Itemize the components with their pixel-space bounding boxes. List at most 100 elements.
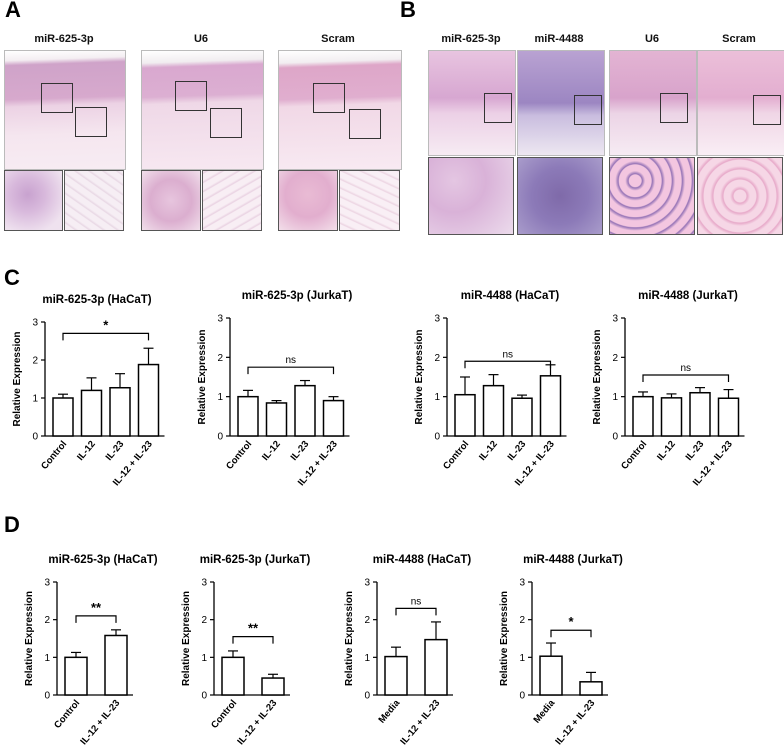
bar	[424, 638, 448, 696]
category-label: IL-23	[104, 439, 127, 463]
significance-bracket	[232, 636, 274, 644]
y-tick-label: 1	[44, 653, 50, 664]
histology-a-zoom-3a	[278, 170, 338, 231]
bar	[482, 384, 505, 437]
bar	[632, 395, 654, 437]
y-tick-label: 3	[217, 314, 223, 325]
category-label: IL-12 + IL-23	[398, 698, 442, 747]
histology-a-image-2	[141, 50, 264, 170]
y-tick-label: 3	[32, 318, 38, 329]
bar	[104, 634, 128, 696]
significance-bracket	[62, 332, 150, 341]
category-label: Media	[532, 697, 558, 725]
significance-label: ns	[680, 363, 691, 374]
chart-4: miR-4488 (JurkaT) Relative Expression 0 1 2 3…	[592, 290, 745, 488]
category-label: IL-23	[684, 439, 707, 463]
bar	[511, 397, 533, 437]
bar	[294, 384, 316, 437]
bar	[52, 397, 74, 437]
y-tick-label: 0	[612, 432, 618, 443]
category-label: IL-23	[506, 439, 529, 463]
chart-6: miR-625-3p (JurkaT) Relative Expression 0 1…	[181, 554, 310, 747]
histology-a-image-3	[278, 50, 402, 170]
bar	[265, 402, 288, 437]
bar	[237, 395, 259, 437]
y-tick-label: 1	[434, 392, 440, 403]
bar	[539, 655, 563, 696]
y-tick-label: 0	[201, 691, 207, 702]
category-label: Control	[441, 439, 471, 472]
y-tick-label: 0	[217, 432, 223, 443]
bar	[322, 399, 345, 437]
y-tick-label: 2	[201, 615, 207, 626]
y-tick-label: 2	[434, 353, 440, 364]
histology-a-title-1: miR-625-3p	[34, 33, 94, 45]
histology-a-zoom-1a	[4, 170, 63, 231]
y-axis-label: Relative Expression	[414, 329, 425, 424]
histology-b-title-4: Scram	[722, 33, 756, 45]
histology-a-zoom-2a	[141, 170, 201, 231]
chart-title: miR-4488 (HaCaT)	[373, 554, 472, 566]
category-label: Media	[377, 697, 403, 725]
category-label: IL-12 + IL-23	[78, 698, 122, 747]
histology-b-zoom-3	[609, 157, 695, 235]
category-label: IL-12 + IL-23	[553, 698, 597, 747]
category-label: IL-23	[289, 439, 312, 463]
chart-title: miR-625-3p (HaCaT)	[42, 294, 151, 306]
chart-title: miR-4488 (JurkaT)	[523, 554, 623, 566]
y-axis-label: Relative Expression	[197, 329, 208, 424]
panel-label-a: A	[5, 0, 21, 22]
significance-bracket	[247, 366, 335, 375]
chart-8: miR-4488 (JurkaT) Relative Expression 0 1 2 3…	[499, 554, 623, 747]
bar	[64, 656, 88, 696]
y-tick-label: 1	[201, 653, 207, 664]
panel-label-c: C	[4, 265, 20, 290]
histology-b-image-3	[609, 50, 697, 156]
category-label: IL-12 + IL-23	[235, 698, 279, 747]
histology-a-zoom-3b	[339, 170, 400, 231]
bar	[579, 681, 603, 696]
histology-b-zoom-4	[697, 157, 783, 235]
histology-b-image-1	[428, 50, 516, 156]
bar	[137, 363, 160, 437]
chart-7: miR-4488 (HaCaT) Relative Expression 0 1 2 3 M…	[344, 554, 471, 747]
bar	[454, 393, 476, 437]
histology-b-title-3: U6	[644, 33, 660, 45]
y-tick-label: 1	[217, 392, 223, 403]
y-tick-label: 1	[364, 653, 370, 664]
y-axis-label: Relative Expression	[592, 329, 603, 424]
significance-label: *	[568, 614, 574, 629]
significance-bracket	[395, 607, 437, 616]
histology-b-title-1: miR-625-3p	[441, 33, 501, 45]
bar	[539, 375, 562, 437]
panel-label-d: D	[4, 512, 20, 537]
significance-label: ns	[502, 349, 513, 360]
y-tick-label: 0	[519, 691, 525, 702]
y-tick-label: 0	[32, 432, 38, 443]
histology-b-image-2	[517, 50, 605, 156]
y-axis-label: Relative Expression	[24, 591, 35, 686]
y-tick-label: 1	[32, 394, 38, 405]
category-label: Control	[224, 439, 254, 472]
y-tick-label: 3	[612, 314, 618, 325]
histology-a-zoom-2b	[202, 170, 262, 231]
y-tick-label: 2	[217, 353, 223, 364]
category-label: Control	[52, 698, 82, 731]
significance-label: **	[248, 621, 259, 636]
bar	[384, 655, 408, 696]
significance-label: *	[103, 317, 109, 332]
y-tick-label: 0	[364, 691, 370, 702]
significance-bracket	[642, 374, 730, 383]
y-tick-label: 3	[201, 578, 207, 589]
category-label: IL-12	[655, 439, 678, 463]
chart-title: miR-625-3p (HaCaT)	[48, 554, 157, 566]
bar	[660, 397, 683, 437]
y-tick-label: 2	[612, 353, 618, 364]
category-label: IL-12	[260, 439, 283, 463]
histology-b-zoom-2	[517, 157, 603, 235]
y-tick-label: 2	[364, 615, 370, 626]
histology-a-title-3: Scram	[321, 33, 355, 45]
histology-a-title-2: U6	[193, 33, 209, 45]
y-axis-label: Relative Expression	[499, 591, 510, 686]
